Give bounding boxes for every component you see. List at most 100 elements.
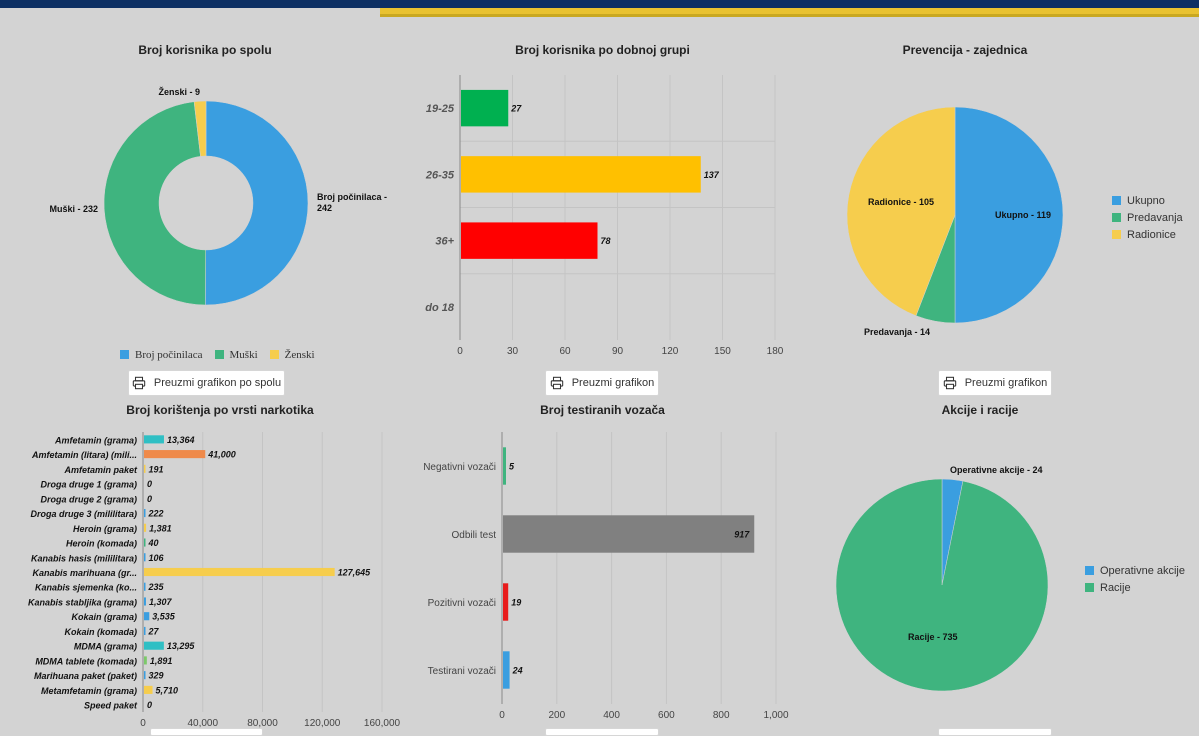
bar-36[interactable] <box>461 222 598 259</box>
bar-metamfetamin-grama[interactable] <box>144 685 153 694</box>
x-tick-label: 600 <box>658 710 675 721</box>
slice-label-racije: Racije - 735 <box>908 632 958 642</box>
value-label-kanabis-sjemenka-ko: 235 <box>148 582 165 592</box>
value-label-testirani-voza-i: 24 <box>512 666 523 676</box>
bar-kokain-komada[interactable] <box>144 626 146 635</box>
value-label-mdma-grama: 13,295 <box>167 641 196 651</box>
bar-negativni-voza-i[interactable] <box>503 447 506 485</box>
x-tick-label: 0 <box>457 346 463 357</box>
bar-odbili-test[interactable] <box>503 515 755 553</box>
chart-title-gender: Broj korisnika po spolu <box>138 43 272 57</box>
legend-item-enski[interactable]: Ženski <box>269 346 315 363</box>
legend-swatch <box>214 350 224 359</box>
download-gender-chart-button[interactable]: Preuzmi grafikon po spolu <box>128 370 285 396</box>
pie-slice-ukupno[interactable] <box>954 106 1064 324</box>
category-label-droga-druge-2-grama: Droga druge 2 (grama) <box>40 494 137 504</box>
download-age-chart-button[interactable]: Preuzmi grafikon <box>545 370 659 396</box>
value-label-odbili-test: 917 <box>734 530 750 540</box>
bar-droga-druge-3-mililitara[interactable] <box>144 509 146 518</box>
chart-title-drugs: Broj korištenja po vrsti narkotika <box>126 403 314 417</box>
legend-label: Muški <box>229 348 258 361</box>
value-label-amfetamin-paket: 191 <box>149 464 164 474</box>
prevention-pie-chart: Ukupno - 119 Predavanja - 14 Radionice - 1… <box>846 106 1064 337</box>
pie-slice-racije[interactable] <box>835 478 1049 692</box>
x-tick-label: 120,000 <box>304 718 341 729</box>
bar-testirani-voza-i[interactable] <box>503 651 510 689</box>
category-label-marihuana-paket-paket: Marihuana paket (paket) <box>34 671 137 681</box>
legend-item-predavanja[interactable]: Predavanja <box>1112 209 1183 226</box>
bar-marihuana-paket-paket[interactable] <box>144 671 146 680</box>
value-label-amfetamin-grama: 13,364 <box>167 435 195 445</box>
legend-item-mu-ki[interactable]: Muški <box>214 346 258 363</box>
download-drugs-chart-button[interactable] <box>150 728 263 736</box>
pie-slice-broj-po-inilaca[interactable] <box>205 100 309 306</box>
bar-kokain-grama[interactable] <box>144 612 150 621</box>
x-tick-label: 400 <box>603 710 620 721</box>
legend-item-operativne-akcije[interactable]: Operativne akcije <box>1085 562 1185 579</box>
value-label-kokain-komada: 27 <box>148 626 160 636</box>
category-label-do-18: do 18 <box>425 302 455 314</box>
value-label-speed-paket: 0 <box>147 700 152 710</box>
legend-item-ukupno[interactable]: Ukupno <box>1112 192 1183 209</box>
bar-kanabis-stabljika-grama[interactable] <box>144 597 146 606</box>
drugs-bar-chart: 0 40,000 80,000 120,000 160,000 Amfetamin (gr… <box>28 432 401 729</box>
x-tick-label: 120 <box>662 346 679 357</box>
bar-19-25[interactable] <box>461 89 509 127</box>
category-label-19-25: 19-25 <box>426 103 455 115</box>
x-tick-label: 160,000 <box>364 718 401 729</box>
pie-slice-enski[interactable] <box>193 100 207 157</box>
value-label-droga-druge-1-grama: 0 <box>147 479 152 489</box>
pie-slice-radionice[interactable] <box>846 106 956 317</box>
bar-26-35[interactable] <box>461 156 701 193</box>
value-label-heroin-komada: 40 <box>148 538 159 548</box>
category-label-kokain-komada: Kokain (komada) <box>64 627 137 637</box>
header-accent-stripe <box>380 8 1199 17</box>
bar-heroin-grama[interactable] <box>144 523 147 532</box>
bar-heroin-komada[interactable] <box>144 538 146 547</box>
value-label-metamfetamin-grama: 5,710 <box>156 685 179 695</box>
value-label-19-25: 27 <box>510 104 522 114</box>
bar-mdma-grama[interactable] <box>144 641 164 650</box>
value-label-amfetamin-litara-mili: 41,000 <box>207 450 236 460</box>
slice-label-broj-po-inilaca: Broj počinilaca - <box>317 192 387 202</box>
legend-swatch <box>1112 213 1121 222</box>
slice-label-radionice: Radionice - 105 <box>868 197 934 207</box>
bar-kanabis-marihuana-gr[interactable] <box>144 567 335 577</box>
slice-label-enski: Ženski - 9 <box>158 86 200 97</box>
legend-swatch <box>1112 230 1121 239</box>
category-label-droga-druge-3-mililitara: Droga druge 3 (mililitara) <box>30 509 137 519</box>
bar-kanabis-sjemenka-ko[interactable] <box>144 582 146 591</box>
download-prevention-chart-button[interactable]: Preuzmi grafikon <box>938 370 1052 396</box>
bar-amfetamin-paket[interactable] <box>144 464 146 473</box>
category-label-kanabis-marihuana-gr: Kanabis marihuana (gr... <box>32 568 137 578</box>
age-bar-chart: 0 30 60 90 120 150 180 19-25 27 26-35 137 36+ 78 do 1… <box>425 75 784 357</box>
category-label-kanabis-hasis-mililitara: Kanabis hasis (mililitara) <box>31 553 137 563</box>
bar-kanabis-hasis-mililitara[interactable] <box>144 553 146 562</box>
category-label-heroin-komada: Heroin (komada) <box>66 539 137 549</box>
category-label-kokain-grama: Kokain (grama) <box>71 612 137 622</box>
pie-slice-mu-ki[interactable] <box>103 101 206 306</box>
bar-amfetamin-litara-mili[interactable] <box>144 450 206 459</box>
category-label-kanabis-sjemenka-ko: Kanabis sjemenka (ko... <box>35 583 137 593</box>
slice-label-ukupno: Ukupno - 119 <box>995 210 1051 220</box>
legend-item-broj-po-inilaca[interactable]: Broj počinilaca <box>120 346 203 363</box>
value-label-36: 78 <box>601 236 611 246</box>
legend-label: Operativne akcije <box>1100 564 1185 577</box>
download-drivers-chart-button[interactable] <box>545 728 659 736</box>
value-label-marihuana-paket-paket: 329 <box>149 671 164 681</box>
legend-item-radionice[interactable]: Radionice <box>1112 226 1183 243</box>
download-gender-chart-label: Preuzmi grafikon po spolu <box>153 377 282 389</box>
legend-item-racije[interactable]: Racije <box>1085 579 1185 596</box>
header-bar <box>0 0 1199 8</box>
bar-pozitivni-voza-i[interactable] <box>503 583 509 621</box>
value-label-negativni-voza-i: 5 <box>509 462 515 472</box>
download-actions-chart-button[interactable] <box>938 728 1052 736</box>
bar-mdma-tablete-komada[interactable] <box>144 656 147 665</box>
chart-title-age: Broj korisnika po dobnoj grupi <box>515 43 690 57</box>
value-label-kanabis-stabljika-grama: 1,307 <box>149 597 173 607</box>
category-label-26-35: 26-35 <box>425 169 455 181</box>
category-label-speed-paket: Speed paket <box>84 701 138 711</box>
gender-legend: Broj počinilaca Muški Ženski <box>120 346 315 363</box>
bar-amfetamin-grama[interactable] <box>144 435 164 444</box>
legend-swatch <box>1085 583 1094 592</box>
